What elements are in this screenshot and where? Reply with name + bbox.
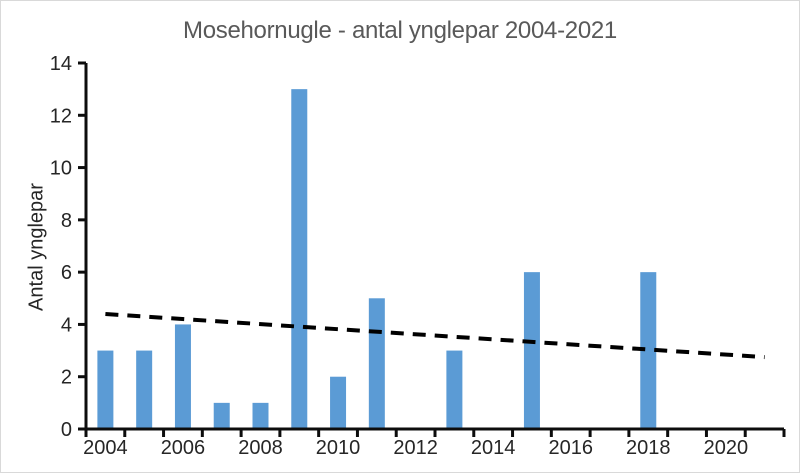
- x-tick-label: 2006: [161, 437, 206, 459]
- bar: [446, 350, 463, 429]
- x-tick-label: 2014: [471, 437, 516, 459]
- chart-title: Mosehornugle - antal ynglepar 2004-2021: [183, 17, 617, 44]
- x-tick-label: 2016: [548, 437, 593, 459]
- bar: [213, 402, 230, 429]
- y-tick-label: 8: [61, 210, 72, 232]
- y-tick-label: 4: [61, 314, 72, 336]
- y-tick-label: 10: [50, 158, 72, 180]
- x-tick-label: 2004: [83, 437, 128, 459]
- x-tick-label: 2008: [238, 437, 283, 459]
- x-tick-label: 2012: [393, 437, 438, 459]
- x-tick-label: 2018: [626, 437, 671, 459]
- y-tick-label: 2: [61, 367, 72, 389]
- bar: [136, 350, 153, 429]
- bar: [523, 272, 540, 429]
- x-tick-label: 2010: [316, 437, 361, 459]
- x-tick-label: 2020: [704, 437, 749, 459]
- y-tick-label: 6: [61, 262, 72, 284]
- y-tick-label: 12: [50, 105, 72, 127]
- bar: [368, 298, 385, 429]
- bar: [330, 376, 347, 429]
- y-tick-label: 14: [50, 53, 72, 75]
- y-tick-label: 0: [61, 419, 72, 441]
- bar: [640, 272, 657, 429]
- bar: [174, 324, 191, 429]
- trendline: [105, 311, 765, 360]
- bar: [97, 350, 114, 429]
- bar: [291, 89, 308, 430]
- bar: [252, 402, 269, 429]
